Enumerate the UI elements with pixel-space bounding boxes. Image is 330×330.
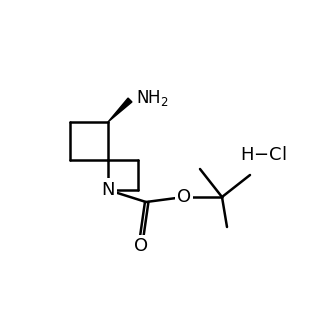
Text: H$-$Cl: H$-$Cl (240, 146, 286, 164)
Text: NH$_2$: NH$_2$ (136, 88, 169, 108)
Polygon shape (108, 98, 132, 122)
Text: N: N (101, 181, 115, 199)
Text: O: O (134, 237, 148, 255)
Text: O: O (177, 188, 191, 206)
